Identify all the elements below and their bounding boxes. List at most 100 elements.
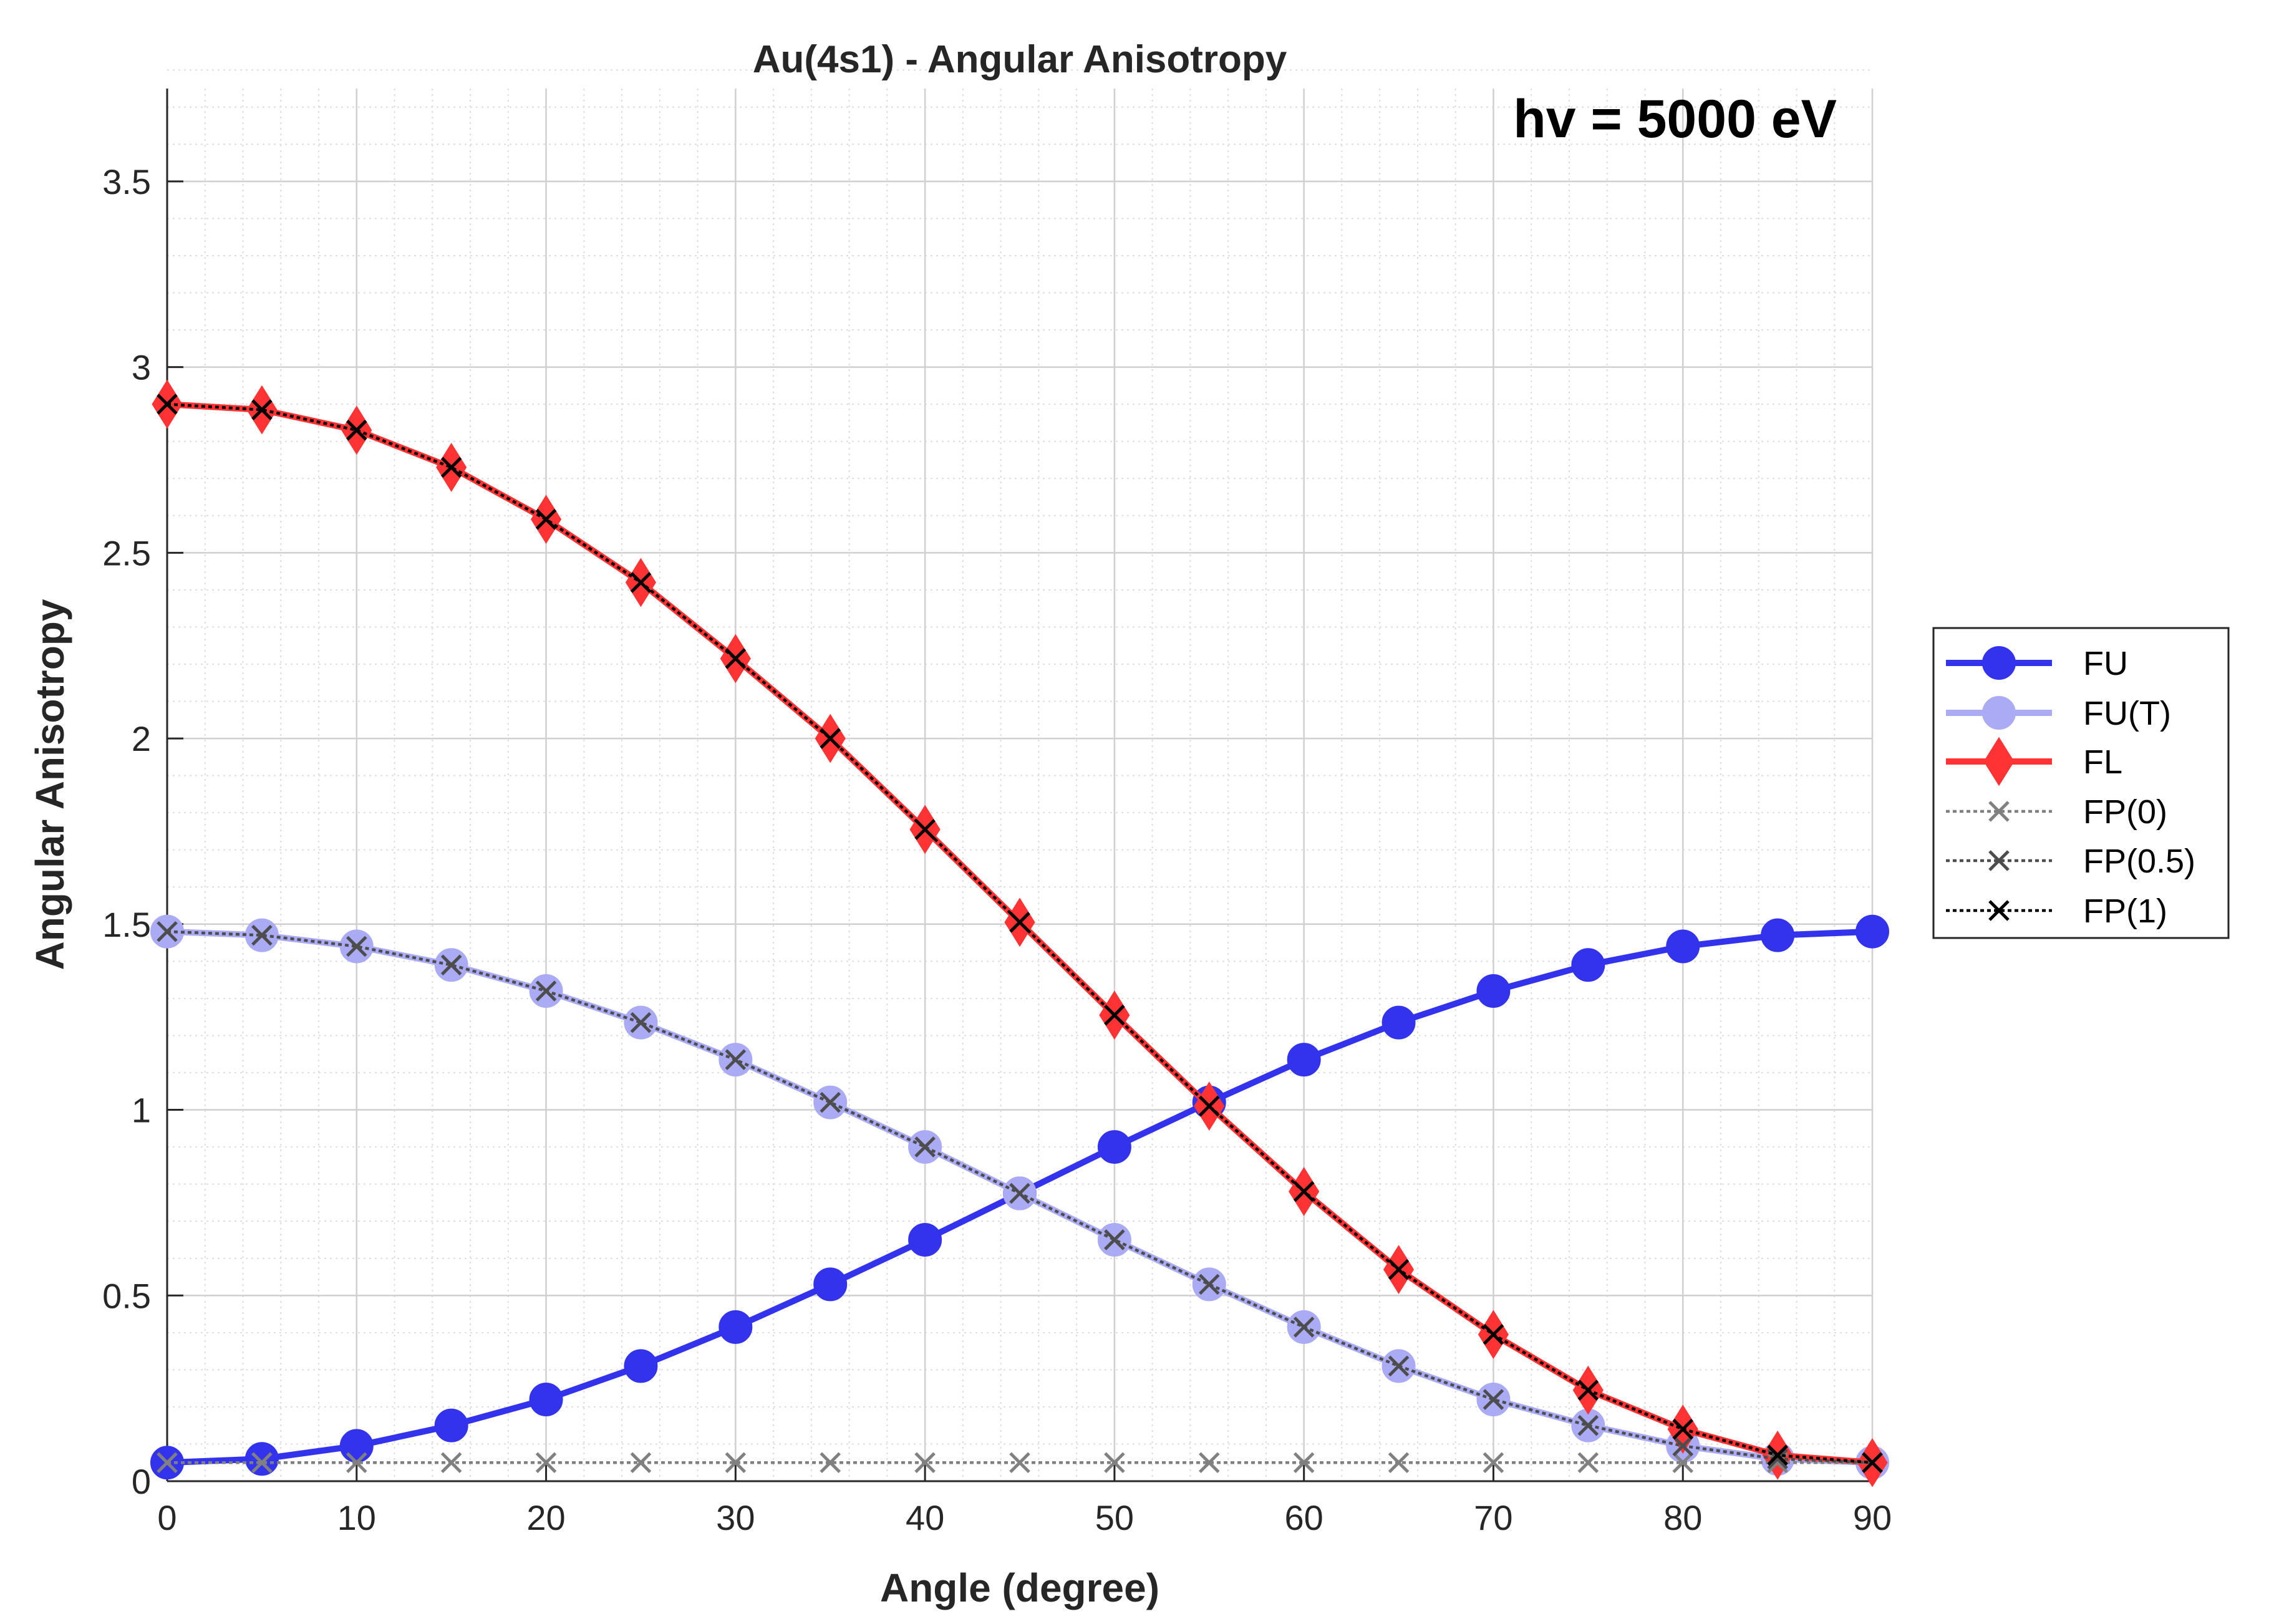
data-point	[1672, 1452, 1693, 1473]
legend-entry: FL	[1946, 737, 2122, 786]
data-point	[1483, 1324, 1504, 1345]
series-fp-1	[157, 394, 1883, 1473]
y-tick-label: 2.5	[102, 533, 151, 573]
data-point	[725, 1049, 747, 1070]
data-point	[820, 1091, 841, 1113]
data-point	[1381, 1005, 1416, 1040]
data-point	[725, 648, 747, 669]
data-point	[1009, 912, 1030, 933]
data-point	[1199, 1452, 1220, 1473]
data-point	[346, 935, 367, 957]
x-tick-label: 60	[1285, 1498, 1323, 1537]
x-tick-label: 90	[1853, 1498, 1892, 1537]
data-point	[914, 1136, 936, 1158]
data-point	[624, 1349, 658, 1383]
legend-label: FP(0)	[2083, 793, 2167, 831]
data-point	[1009, 1182, 1030, 1204]
data-point	[440, 954, 462, 976]
x-tick-label: 30	[716, 1498, 755, 1537]
data-point	[1293, 1452, 1315, 1473]
data-point	[251, 399, 273, 420]
data-point	[908, 1222, 942, 1257]
data-point	[1767, 1444, 1788, 1466]
data-point	[1293, 1317, 1315, 1338]
data-point	[914, 1452, 936, 1473]
data-point	[535, 1452, 557, 1473]
y-tick-label: 3.5	[102, 162, 151, 201]
x-tick-label: 20	[526, 1498, 565, 1537]
data-point	[1577, 1380, 1599, 1401]
legend-entry: FU	[1946, 645, 2128, 682]
y-tick-label: 1.5	[102, 905, 151, 944]
minor-grid	[167, 69, 1872, 1481]
data-point	[157, 1452, 178, 1473]
data-point	[434, 1408, 468, 1443]
x-tick-label: 80	[1663, 1498, 1702, 1537]
data-point	[820, 728, 841, 749]
data-point	[1761, 918, 1795, 952]
legend-entry: FP(0)	[1946, 793, 2167, 831]
data-point	[1097, 1130, 1131, 1164]
y-axis-label: Angular Anisotropy	[27, 599, 72, 970]
data-point	[251, 924, 273, 946]
data-point	[346, 420, 367, 441]
legend-marker	[1988, 900, 2010, 921]
x-tick-label: 70	[1474, 1498, 1512, 1537]
data-point	[1388, 1259, 1410, 1280]
legend-label: FU(T)	[2083, 695, 2171, 732]
data-point	[1577, 1414, 1599, 1436]
data-point	[1388, 1452, 1410, 1473]
data-point	[346, 1452, 367, 1473]
legend-marker	[1988, 801, 2010, 822]
axes: 0 10 20 30 40 50 60 70 80 90 0 0.5 1 1.5 2 2.5 3 3.5	[102, 89, 1892, 1537]
data-point	[244, 1442, 279, 1476]
series-layer	[150, 379, 1889, 1487]
data-point	[1476, 974, 1511, 1008]
data-point	[813, 1267, 848, 1302]
legend: FU FU(T) FL FP(0) FP(0.5) FP(1)	[1932, 627, 2230, 939]
data-point	[914, 819, 936, 840]
legend-marker	[1982, 696, 2016, 730]
legend-label: FL	[2083, 743, 2122, 781]
data-point	[820, 1452, 841, 1473]
legend-entry: FP(1)	[1946, 892, 2167, 930]
data-point	[1009, 1452, 1030, 1473]
x-tick-label: 10	[337, 1498, 376, 1537]
legend-box	[1932, 627, 2230, 939]
legend-entry: FU(T)	[1946, 695, 2171, 732]
x-tick-label: 0	[157, 1498, 177, 1537]
data-point	[725, 1452, 747, 1473]
legend-label: FP(0.5)	[2083, 843, 2195, 880]
data-point	[1293, 1181, 1315, 1202]
y-tick-label: 0	[132, 1462, 151, 1501]
data-point	[1199, 1095, 1220, 1117]
data-point	[1483, 1452, 1504, 1473]
data-point	[718, 1310, 753, 1344]
legend-label: FU	[2083, 645, 2128, 682]
data-point	[1104, 1229, 1125, 1250]
data-point	[1104, 1004, 1125, 1026]
data-point	[1672, 1418, 1693, 1440]
data-point	[440, 457, 462, 478]
legend-entry: FP(0.5)	[1946, 843, 2195, 880]
data-point	[1672, 1435, 1693, 1457]
data-point	[157, 394, 178, 415]
x-axis-label: Angle (degree)	[880, 1565, 1159, 1610]
data-point	[1666, 929, 1700, 964]
y-tick-label: 3	[132, 348, 151, 387]
plot-area	[167, 89, 1872, 1481]
data-point	[1577, 1452, 1599, 1473]
photon-energy-annotation: hv = 5000 eV	[1513, 89, 1837, 149]
data-point	[630, 1012, 652, 1033]
x-tick-label: 50	[1095, 1498, 1134, 1537]
data-point	[1862, 1452, 1883, 1473]
x-tick-label: 40	[906, 1498, 944, 1537]
data-point	[1483, 1389, 1504, 1410]
y-tick-label: 1	[132, 1091, 151, 1130]
data-point	[535, 508, 557, 530]
data-point	[157, 921, 178, 942]
data-point	[339, 1429, 374, 1463]
data-point	[1388, 1355, 1410, 1377]
chart-title: Au(4s1) - Angular Anisotropy	[753, 38, 1287, 81]
